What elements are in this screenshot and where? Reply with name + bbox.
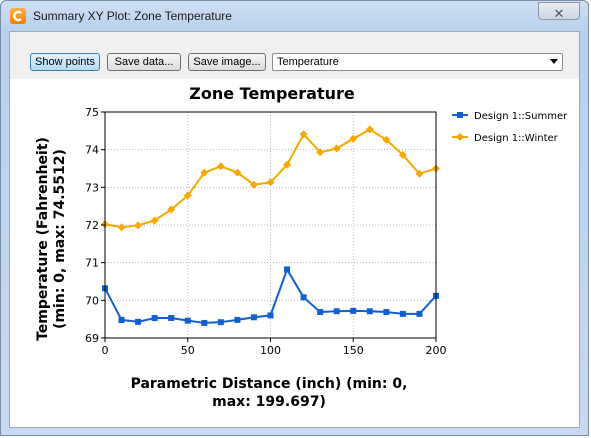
grid	[104, 111, 437, 339]
x-tick-label: 50	[181, 344, 195, 357]
data-point	[250, 314, 257, 321]
data-point	[118, 316, 125, 323]
series-design-1-summer	[102, 266, 439, 326]
data-point	[183, 191, 192, 200]
legend-label: Design 1::Summer	[474, 111, 568, 122]
data-point	[300, 294, 307, 301]
y-tick-label: 69	[85, 332, 99, 345]
legend-marker	[457, 112, 463, 118]
data-point	[216, 162, 225, 171]
window-title: Summary XY Plot: Zone Temperature	[33, 9, 232, 23]
show-points-button[interactable]: Show points	[30, 53, 100, 71]
series-design-1-winter	[101, 125, 440, 232]
y-tick-label: 73	[85, 181, 99, 194]
data-point	[150, 216, 159, 225]
data-point	[349, 134, 358, 143]
x-tick-label: 0	[102, 344, 109, 357]
data-point	[200, 168, 209, 177]
data-point	[184, 317, 191, 324]
client-area: Show points Save data... Save image... T…	[9, 31, 580, 428]
data-point	[415, 169, 424, 178]
data-point	[365, 125, 374, 134]
y-tick-label: 72	[85, 219, 99, 232]
data-point	[234, 316, 241, 323]
data-point	[317, 309, 324, 316]
data-point	[398, 150, 407, 159]
data-point	[366, 308, 373, 315]
save-data-button[interactable]: Save data...	[107, 53, 181, 71]
close-button[interactable]: ✕	[538, 2, 580, 22]
data-point	[201, 319, 208, 326]
data-point	[332, 144, 341, 153]
y-axis-label: Temperature (Fahrenheit) (min: 0, max: 7…	[35, 137, 68, 341]
data-point	[383, 309, 390, 316]
data-point	[217, 319, 224, 326]
chart-title: Zone Temperature	[189, 84, 355, 103]
y-tick-label: 70	[85, 294, 99, 307]
data-point	[167, 205, 176, 214]
data-point	[284, 266, 291, 273]
legend-item: Design 1::Summer	[452, 111, 568, 122]
data-point	[382, 135, 391, 144]
app-logo-icon	[10, 8, 26, 24]
x-axis-label-line-2: max: 199.697)	[212, 394, 326, 410]
variable-select[interactable]: Temperature	[272, 53, 563, 71]
data-point	[249, 180, 258, 189]
plot-panel: Zone Temperature 0 50 100 150 200 69 70 71 72 73 7…	[10, 79, 579, 427]
y-tick-label: 74	[85, 144, 99, 157]
data-point	[151, 315, 158, 322]
axes: 0 50 100 150 200 69 70 71 72 73 74 75	[85, 106, 447, 357]
chart: Zone Temperature 0 50 100 150 200 69 70 71 72 73 7…	[35, 84, 568, 410]
data-point	[266, 178, 275, 187]
y-axis-label-line-2: (min: 0, max: 74.5512)	[52, 149, 68, 329]
data-point	[134, 221, 143, 230]
data-point	[135, 318, 142, 325]
variable-select-value: Temperature	[277, 56, 339, 68]
data-point	[233, 168, 242, 177]
x-tick-label: 100	[260, 344, 281, 357]
data-point	[399, 310, 406, 317]
data-point	[117, 223, 126, 232]
data-point	[283, 160, 292, 169]
data-point	[350, 307, 357, 314]
x-tick-label: 150	[343, 344, 364, 357]
data-point	[416, 310, 423, 317]
data-point	[168, 315, 175, 322]
data-point	[299, 130, 308, 139]
data-point	[316, 148, 325, 157]
y-axis-label-line-1: Temperature (Fahrenheit)	[35, 137, 51, 341]
legend-marker	[456, 133, 464, 141]
chevron-down-icon	[550, 59, 558, 64]
x-tick-label: 200	[426, 344, 447, 357]
y-tick-label: 75	[85, 106, 99, 119]
close-icon: ✕	[553, 7, 565, 22]
title-bar[interactable]: Summary XY Plot: Zone Temperature ✕	[1, 1, 588, 31]
legend-label: Design 1::Winter	[474, 133, 559, 144]
data-point	[333, 308, 340, 315]
y-tick-label: 71	[85, 257, 99, 270]
legend-item: Design 1::Winter	[452, 133, 559, 144]
data-point	[267, 312, 274, 319]
save-image-button[interactable]: Save image...	[188, 53, 266, 71]
x-axis-label-line-1: Parametric Distance (inch) (min: 0,	[131, 376, 408, 392]
